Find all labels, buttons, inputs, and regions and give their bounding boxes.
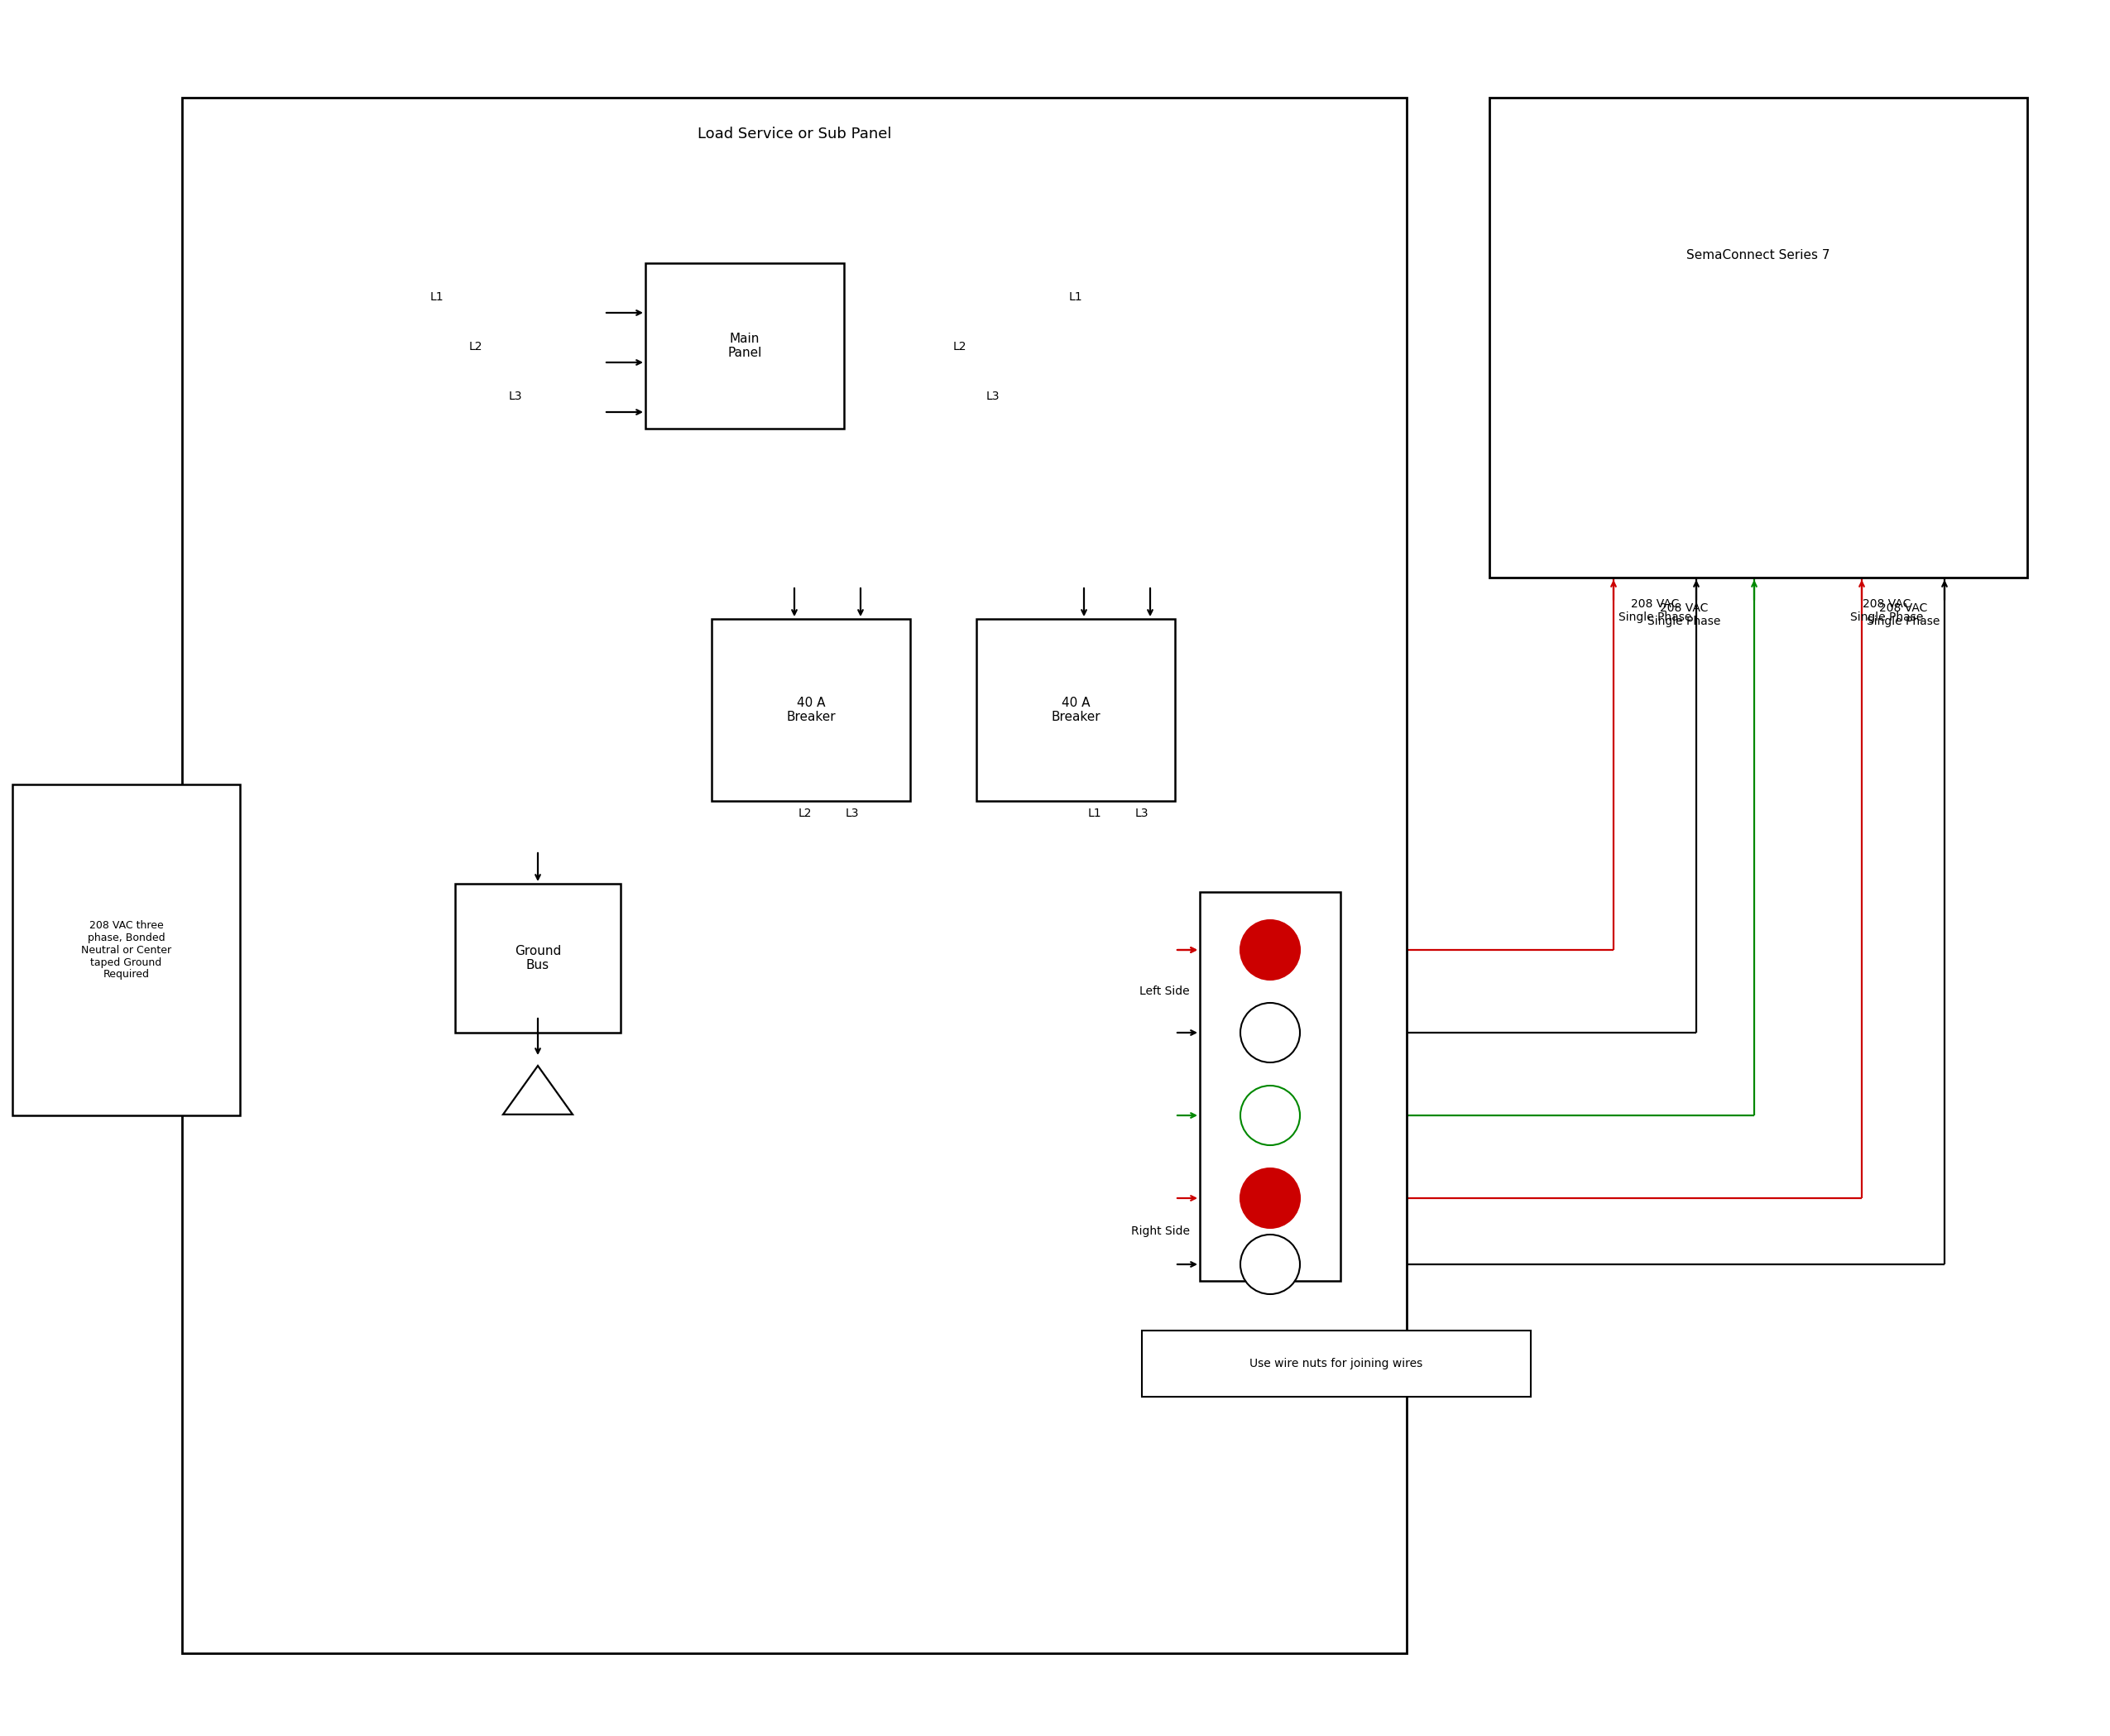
Bar (456, 884, 620, 1033)
Circle shape (1241, 1085, 1300, 1146)
Text: L2: L2 (954, 340, 966, 352)
Bar (181, 97, 1407, 1653)
Bar (1490, 97, 2028, 578)
Text: L3: L3 (1135, 807, 1148, 819)
Circle shape (1241, 920, 1300, 979)
Text: Load Service or Sub Panel: Load Service or Sub Panel (696, 127, 890, 142)
Text: 40 A
Breaker: 40 A Breaker (787, 696, 836, 724)
Bar (977, 620, 1175, 800)
Text: L1: L1 (430, 292, 443, 302)
Bar (13, 785, 241, 1116)
Circle shape (1241, 1168, 1300, 1227)
Text: Left Side: Left Side (1139, 986, 1190, 996)
Text: Ground
Bus: Ground Bus (515, 944, 561, 972)
Text: Right Side: Right Side (1131, 1226, 1190, 1238)
Text: 208 VAC
Single Phase: 208 VAC Single Phase (1618, 599, 1692, 623)
Text: L3: L3 (846, 807, 859, 819)
Bar (1142, 1330, 1530, 1397)
Text: 208 VAC
Single Phase: 208 VAC Single Phase (1867, 602, 1939, 627)
Text: Use wire nuts for joining wires: Use wire nuts for joining wires (1249, 1358, 1422, 1370)
Circle shape (1241, 1003, 1300, 1062)
Text: 208 VAC
Single Phase: 208 VAC Single Phase (1648, 602, 1720, 627)
Text: L3: L3 (985, 391, 1000, 403)
Text: L2: L2 (468, 340, 483, 352)
Text: Main
Panel: Main Panel (728, 333, 762, 359)
Text: L1: L1 (1070, 292, 1082, 302)
Circle shape (1241, 1234, 1300, 1293)
Bar (646, 264, 844, 429)
Text: 208 VAC
Single Phase: 208 VAC Single Phase (1850, 599, 1922, 623)
Text: L1: L1 (1089, 807, 1101, 819)
Text: L2: L2 (798, 807, 812, 819)
Text: 40 A
Breaker: 40 A Breaker (1051, 696, 1099, 724)
Text: L3: L3 (509, 391, 521, 403)
Bar (1201, 892, 1340, 1281)
Text: 208 VAC three
phase, Bonded
Neutral or Center
taped Ground
Required: 208 VAC three phase, Bonded Neutral or C… (80, 920, 171, 981)
Bar (711, 620, 909, 800)
Text: SemaConnect Series 7: SemaConnect Series 7 (1686, 248, 1829, 260)
